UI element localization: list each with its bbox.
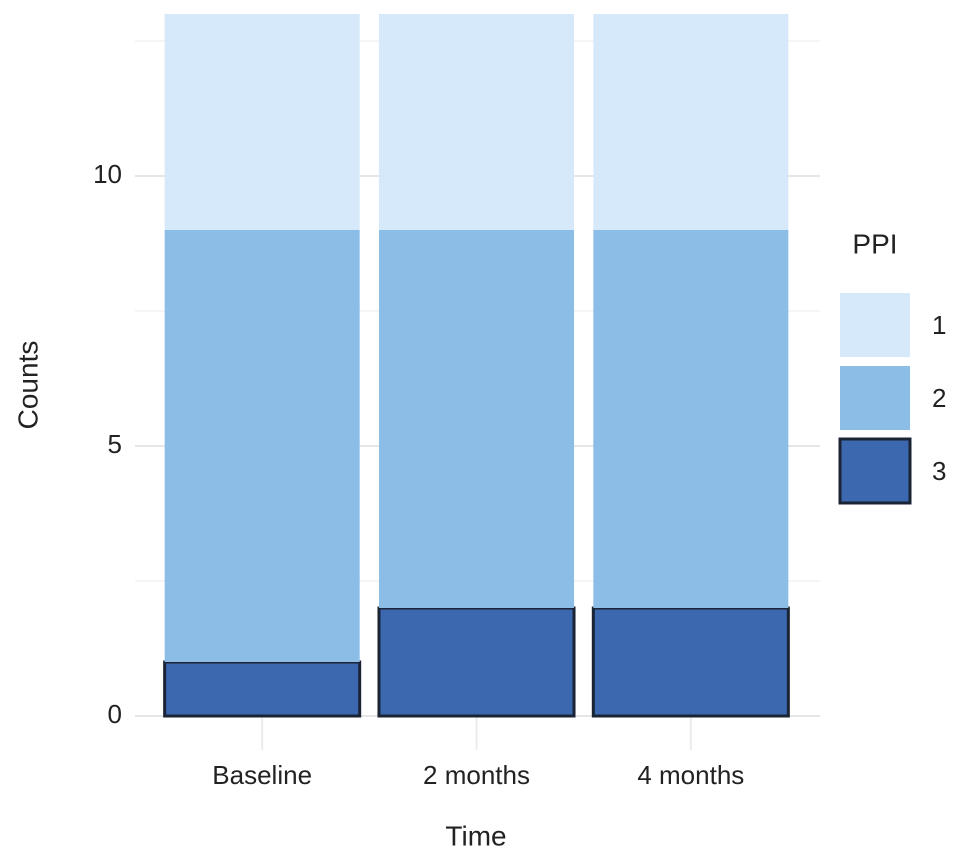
x-axis-title: Time — [445, 820, 506, 851]
legend-key — [840, 366, 910, 430]
bar-segment — [377, 606, 576, 718]
bar-segment — [593, 230, 789, 608]
legend-key — [840, 293, 910, 357]
bar-segment — [591, 606, 790, 718]
bar-segment — [378, 14, 575, 230]
legend-label: 1 — [932, 310, 946, 340]
bar-segment — [378, 230, 575, 608]
x-tick-label: Baseline — [212, 760, 312, 790]
legend-label: 2 — [932, 383, 946, 413]
bar-segment — [164, 230, 360, 662]
legend-key — [838, 437, 912, 505]
y-axis-title: Counts — [12, 341, 43, 430]
y-tick-label: 5 — [108, 429, 122, 459]
legend-title: PPI — [852, 228, 897, 259]
bar-segment — [593, 14, 789, 230]
bar-segment — [164, 14, 360, 230]
x-tick-label: 2 months — [423, 760, 530, 790]
y-tick-label: 0 — [108, 699, 122, 729]
legend-label: 3 — [932, 456, 946, 486]
bar-segment — [163, 660, 362, 718]
x-tick-label: 4 months — [637, 760, 744, 790]
y-tick-label: 10 — [93, 159, 122, 189]
